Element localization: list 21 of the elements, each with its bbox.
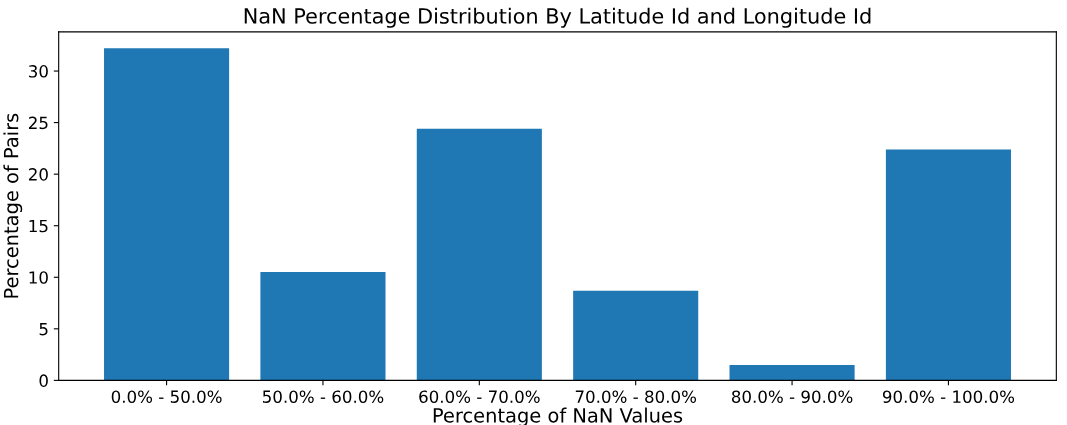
y-tick-label: 20 [28, 168, 48, 181]
bar [573, 290, 699, 381]
bar [885, 149, 1011, 381]
bar [260, 272, 386, 381]
x-tick-label: 80.0% - 90.0% [731, 390, 853, 403]
y-axis-title: Percentage of Pairs [3, 113, 23, 298]
bar [729, 364, 855, 381]
x-tick-label: 90.0% - 100.0% [882, 390, 1015, 403]
bar [104, 48, 230, 381]
bar [416, 128, 542, 381]
y-tick-label: 10 [29, 271, 48, 284]
y-tick-label: 0 [39, 374, 48, 387]
chart-title: NaN Percentage Distribution By Latitude Id and Longitude Id [244, 7, 871, 28]
y-tick-label: 5 [39, 323, 48, 336]
x-tick-label: 50.0% - 60.0% [262, 390, 384, 403]
x-tick-label: 60.0% - 70.0% [419, 390, 540, 403]
x-tick-label: 0.0% - 50.0% [111, 390, 222, 403]
y-tick-label: 25 [28, 116, 48, 130]
x-tick-label: 70.0% - 80.0% [575, 390, 697, 403]
y-tick-label: 30 [29, 65, 48, 78]
y-tick-label: 15 [29, 219, 48, 233]
